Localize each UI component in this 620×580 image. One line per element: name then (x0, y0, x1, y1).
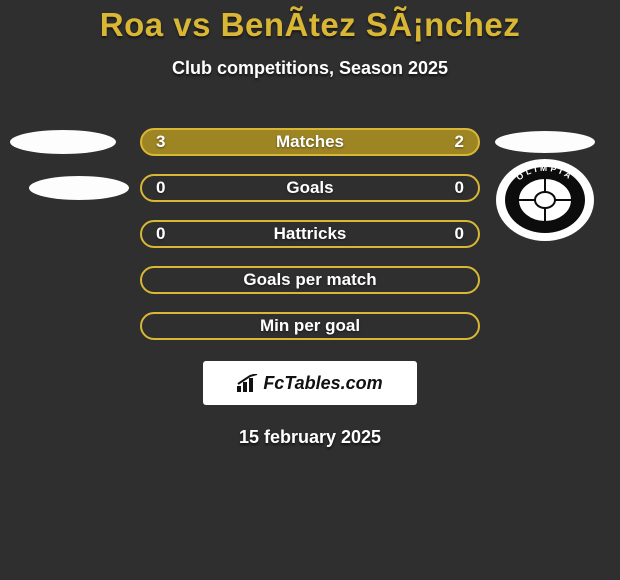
stat-label: Matches (276, 132, 344, 152)
date-text: 15 february 2025 (0, 427, 620, 448)
page-title: Roa vs BenÃ­tez SÃ¡nchez (0, 0, 620, 44)
page-subtitle: Club competitions, Season 2025 (0, 58, 620, 79)
stat-right-value: 2 (455, 132, 464, 152)
stat-row: 0 Goals 0 OLIMPIA (0, 165, 620, 211)
stat-bar-goals: 0 Goals 0 (140, 174, 480, 202)
stat-bar-matches: 3 Matches 2 (140, 128, 480, 156)
stat-bar-mpg: Min per goal (140, 312, 480, 340)
stat-bar-gpm: Goals per match (140, 266, 480, 294)
stat-left-value: 3 (156, 132, 165, 152)
left-side (10, 176, 140, 200)
stat-left-value: 0 (156, 178, 165, 198)
stat-label: Goals per match (243, 270, 376, 290)
stat-right-value: 0 (455, 178, 464, 198)
right-side: OLIMPIA (480, 146, 610, 230)
club-logo: OLIMPIA (495, 158, 595, 242)
left-badge-ellipse (29, 176, 129, 200)
brand-text: FcTables.com (263, 373, 382, 394)
stat-label: Hattricks (274, 224, 347, 244)
stat-row: Min per goal (0, 303, 620, 349)
chart-icon (237, 374, 259, 392)
brand-card: FcTables.com (203, 361, 417, 405)
left-badge-ellipse (10, 130, 116, 154)
left-side (10, 130, 140, 154)
stat-row: Goals per match (0, 257, 620, 303)
stat-label: Min per goal (260, 316, 360, 336)
stat-rows: 3 Matches 2 0 Goals 0 OLIMPIA (0, 119, 620, 349)
stat-right-value: 0 (455, 224, 464, 244)
stat-label: Goals (286, 178, 333, 198)
stat-bar-hattricks: 0 Hattricks 0 (140, 220, 480, 248)
comparison-card: Roa vs BenÃ­tez SÃ¡nchez Club competitio… (0, 0, 620, 580)
stat-left-value: 0 (156, 224, 165, 244)
